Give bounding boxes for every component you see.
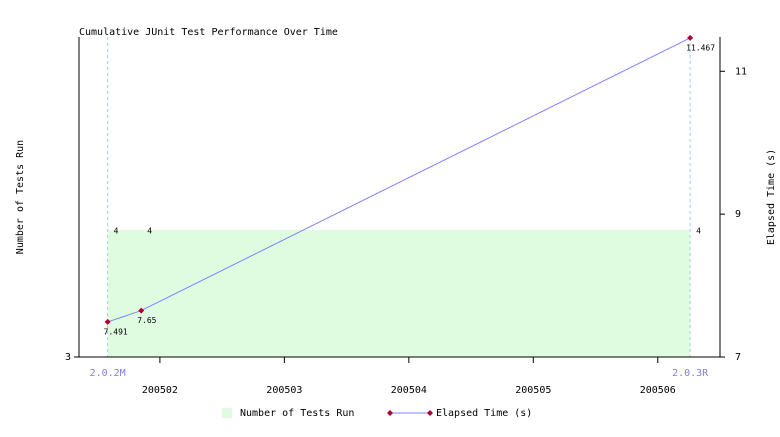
x-tick-label: 200506	[640, 385, 676, 396]
x-tick-label: 200503	[266, 385, 302, 396]
data-label: 7.65	[137, 316, 156, 325]
legend-swatch	[222, 408, 232, 418]
y2-tick-label: 11	[735, 66, 747, 77]
x-tick-label: 200504	[391, 385, 427, 396]
x-tick-label: 200502	[142, 385, 178, 396]
marker	[687, 34, 694, 41]
legend-label: Elapsed Time (s)	[436, 408, 532, 419]
data-label: 7.491	[104, 327, 128, 336]
marker	[104, 318, 111, 325]
y-axis-title: Number of Tests Run	[15, 140, 26, 254]
y2-tick-label: 9	[735, 209, 741, 220]
x-tick-label: 200505	[515, 385, 551, 396]
y2-axis-title: Elapsed Time (s)	[766, 149, 777, 245]
legend-label: Number of Tests Run	[240, 408, 354, 419]
data-label: 4	[696, 227, 701, 236]
marker	[138, 307, 145, 314]
y2-tick-label: 7	[735, 352, 741, 363]
y-tick-label: 3	[65, 352, 71, 363]
area	[107, 230, 691, 357]
chart-title: Cumulative JUnit Test Performance Over T…	[79, 27, 338, 38]
annotation-label: 2.0.3R	[672, 368, 709, 379]
data-label: 4	[114, 227, 119, 236]
legend-marker	[427, 410, 433, 416]
data-label: 11.467	[686, 43, 715, 52]
legend-marker	[387, 410, 393, 416]
annotation-label: 2.0.2M	[90, 368, 126, 379]
data-label: 4	[147, 227, 152, 236]
